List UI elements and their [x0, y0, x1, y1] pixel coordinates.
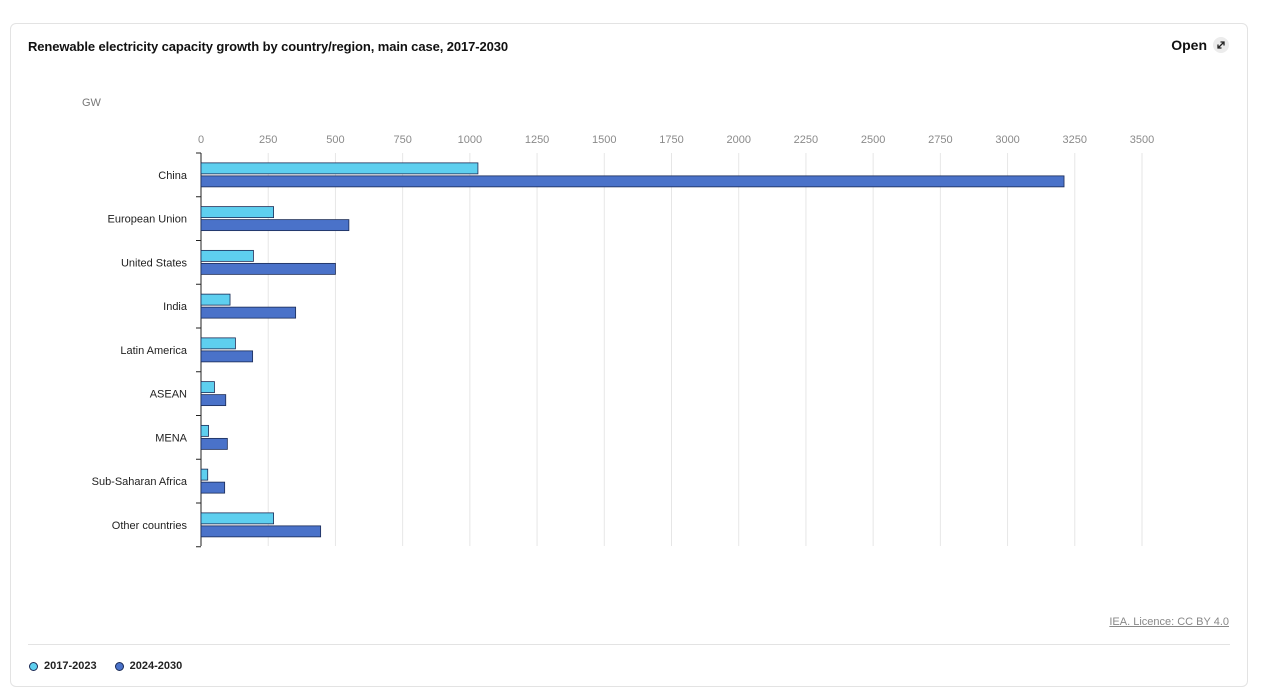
bar-2017-2023[interactable] [200, 424, 209, 437]
bar-2024-2030[interactable] [200, 219, 350, 232]
bar-2017-2023[interactable] [200, 293, 231, 306]
bar-2017-2023[interactable] [200, 249, 254, 262]
x-tick-label: 3500 [1130, 134, 1154, 146]
x-tick-label: 1500 [592, 134, 616, 146]
category-label: China [158, 170, 188, 182]
legend-dot-2024-2030 [114, 661, 124, 671]
category-label: United States [121, 257, 188, 269]
y-unit-label: GW [82, 97, 101, 109]
bar-2017-2023[interactable] [200, 468, 209, 481]
x-tick-label: 500 [326, 134, 344, 146]
open-button[interactable]: Open [1171, 37, 1229, 53]
bar-2017-2023[interactable] [200, 206, 274, 219]
bar-2024-2030[interactable] [200, 350, 254, 363]
category-label: MENA [155, 432, 187, 444]
x-tick-label: 3250 [1063, 134, 1087, 146]
x-tick-label: 0 [198, 134, 204, 146]
category-label: Latin America [120, 345, 188, 357]
bar-2024-2030[interactable] [200, 262, 336, 275]
legend-item-2017-2023[interactable]: 2017-2023 [29, 660, 97, 672]
category-label: ASEAN [150, 389, 187, 401]
category-label: Other countries [112, 520, 188, 532]
bar-2024-2030[interactable] [200, 175, 1065, 188]
x-tick-label: 750 [393, 134, 411, 146]
bar-2024-2030[interactable] [200, 525, 322, 538]
open-label: Open [1171, 37, 1207, 53]
x-tick-label: 1000 [458, 134, 482, 146]
x-tick-label: 2250 [794, 134, 818, 146]
licence-link[interactable]: IEA. Licence: CC BY 4.0 [1109, 616, 1229, 628]
chart-title: Renewable electricity capacity growth by… [28, 39, 508, 54]
x-tick-label: 2500 [861, 134, 885, 146]
legend-item-2024-2030[interactable]: 2024-2030 [114, 660, 183, 672]
legend-label-2024-2030: 2024-2030 [129, 660, 183, 672]
x-tick-label: 1250 [525, 134, 549, 146]
legend-dot-2017-2023 [29, 661, 38, 671]
bar-2017-2023[interactable] [200, 162, 479, 175]
bar-2024-2030[interactable] [200, 394, 227, 407]
bar-2017-2023[interactable] [200, 512, 274, 525]
category-label: European Union [107, 214, 187, 226]
legend-label-2017-2023: 2017-2023 [44, 660, 97, 672]
category-label: India [163, 301, 188, 313]
bar-2024-2030[interactable] [200, 306, 297, 319]
bar-2024-2030[interactable] [200, 437, 228, 450]
x-tick-label: 3000 [995, 134, 1019, 146]
x-tick-label: 2000 [726, 134, 750, 146]
bar-2017-2023[interactable] [200, 381, 215, 394]
x-tick-label: 1750 [659, 134, 683, 146]
x-tick-label: 2750 [928, 134, 952, 146]
category-label: Sub-Saharan Africa [92, 476, 188, 488]
bar-2017-2023[interactable] [200, 337, 236, 350]
bar-2024-2030[interactable] [200, 481, 226, 494]
legend-divider [28, 644, 1230, 645]
expand-arrow-icon [1213, 37, 1229, 53]
x-tick-label: 250 [259, 134, 277, 146]
legend: 2017-2023 2024-2030 [29, 660, 182, 672]
